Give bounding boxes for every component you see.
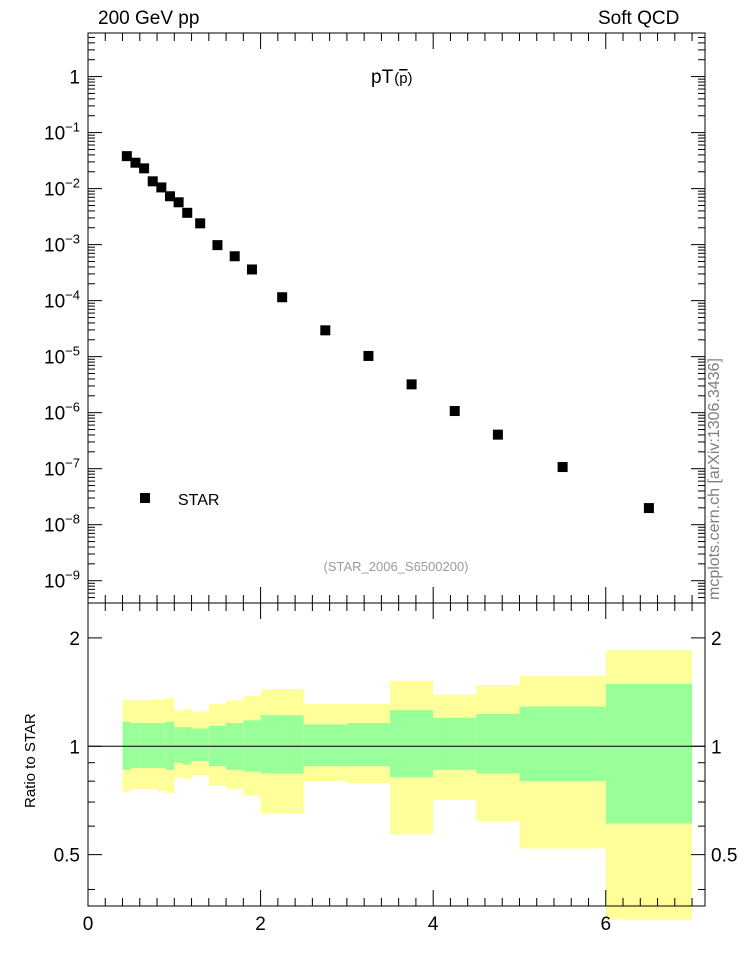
- main-x-axis-ticks: [87, 33, 693, 603]
- plot-title: pT(p): [371, 67, 413, 88]
- data-point: [164, 191, 175, 202]
- y-tick-label-exponent: −2: [65, 176, 80, 191]
- inner-uncertainty-band: [139, 723, 149, 769]
- y-tick-label: 10−3: [44, 232, 80, 257]
- y-tick-label-exponent: −5: [65, 344, 80, 359]
- data-point: [492, 429, 503, 440]
- x-tick-label: 6: [600, 914, 611, 935]
- y-tick-label-base: 10: [44, 516, 65, 537]
- main-plot-panel: 110−110−210−310−410−510−610−710−810−9 pT…: [44, 32, 706, 604]
- y-tick-label: 10−4: [44, 288, 80, 313]
- y-tick-label: 10−2: [44, 176, 80, 201]
- data-point: [449, 406, 460, 417]
- data-point: [320, 325, 331, 336]
- ratio-y-axis-tick-labels: 0.5 0.5 1 1 2 2: [54, 629, 738, 867]
- data-point: [557, 462, 568, 473]
- inner-uncertainty-band: [476, 713, 520, 774]
- y-tick-label: 10−6: [44, 400, 80, 425]
- inner-uncertainty-band: [148, 723, 158, 769]
- y-tick-label-exponent: −8: [65, 512, 80, 527]
- ratio-plot-frame: [87, 602, 706, 907]
- y-tick-label-base: 10: [44, 124, 65, 145]
- y-tick-label-exponent: −6: [65, 400, 80, 415]
- main-y-axis-tick-labels: 110−110−210−310−410−510−610−710−810−9: [44, 68, 80, 593]
- y-tick-label: 10−7: [44, 456, 80, 481]
- data-point: [246, 264, 257, 275]
- y-tick-label-base: 10: [44, 236, 65, 257]
- x-tick-label: 4: [428, 914, 439, 935]
- inner-uncertainty-band: [157, 723, 166, 769]
- y-tick-label-base: 10: [44, 348, 65, 369]
- ratio-uncertainty-bands: [122, 650, 693, 920]
- data-point: [277, 292, 288, 303]
- title-close-paren: ): [408, 70, 413, 87]
- x-tick-label: 0: [83, 914, 94, 935]
- ratio-y-axis-title-text: Ratio to STAR: [22, 713, 39, 808]
- title-particle: p: [399, 70, 407, 87]
- star-data-points: [121, 151, 654, 514]
- legend: STAR: [140, 492, 219, 509]
- legend-label-star: STAR: [178, 492, 219, 509]
- data-point: [156, 182, 167, 193]
- data-point: [182, 207, 193, 218]
- ratio-y-tick-label-left: 2: [69, 629, 80, 650]
- data-point: [643, 503, 654, 514]
- ratio-plot-panel: 0.5 0.5 1 1 2 2 0 2 4 6: [54, 602, 738, 935]
- y-tick-label-base: 10: [44, 292, 65, 313]
- inner-uncertainty-band: [519, 706, 606, 782]
- inner-uncertainty-band: [191, 728, 209, 762]
- legend-marker-star: [140, 493, 150, 503]
- x-axis-tick-labels: 0 2 4 6: [83, 914, 611, 935]
- inner-uncertainty-band: [433, 717, 477, 770]
- y-tick-label: 1: [69, 68, 80, 89]
- ratio-y-tick-label-right: 0.5: [711, 846, 737, 867]
- data-point: [212, 240, 223, 251]
- y-tick-label-base: 10: [44, 180, 65, 201]
- data-point: [139, 163, 150, 174]
- y-tick-label: 10−9: [44, 568, 80, 593]
- ratio-y-tick-label-left: 0.5: [54, 846, 80, 867]
- y-tick-label-base: 10: [44, 460, 65, 481]
- y-tick-label-exponent: −3: [65, 232, 80, 247]
- data-point: [406, 379, 417, 390]
- main-y-axis-ticks: [88, 32, 705, 604]
- y-tick-label-exponent: −1: [65, 120, 80, 135]
- inner-uncertainty-band: [303, 724, 347, 767]
- x-tick-label: 2: [255, 914, 266, 935]
- y-tick-label: 10−1: [44, 120, 80, 145]
- energy-label: 200 GeV pp: [98, 8, 200, 29]
- process-label: Soft QCD: [598, 8, 680, 29]
- ratio-y-tick-label-right: 1: [711, 737, 722, 758]
- main-plot-frame: [87, 32, 706, 604]
- y-tick-label: 10−8: [44, 512, 80, 537]
- inner-uncertainty-band: [605, 683, 693, 824]
- data-point: [195, 218, 206, 229]
- data-point: [173, 197, 184, 208]
- y-tick-label-exponent: −4: [65, 288, 80, 303]
- ratio-y-tick-label-right: 2: [711, 629, 722, 650]
- watermark-text: mcplots.cern.ch [arXiv:1306.3436]: [706, 358, 723, 600]
- y-tick-label: 10−5: [44, 344, 80, 369]
- title-open-paren: (: [394, 70, 399, 87]
- data-point: [363, 350, 374, 361]
- inner-uncertainty-band: [131, 723, 140, 769]
- data-point: [121, 151, 132, 162]
- y-tick-label-base: 1: [69, 68, 80, 89]
- y-tick-label-base: 10: [44, 572, 65, 593]
- y-tick-label-base: 10: [44, 404, 65, 425]
- inner-uncertainty-band: [174, 727, 183, 763]
- ratio-x-axis-ticks: [87, 603, 693, 906]
- inner-uncertainty-band: [390, 710, 434, 778]
- inner-uncertainty-band: [346, 723, 391, 767]
- ratio-y-axis-ticks: [88, 637, 705, 891]
- y-tick-label-exponent: −9: [65, 568, 80, 583]
- data-point: [147, 176, 158, 187]
- y-tick-label-exponent: −7: [65, 456, 80, 471]
- inner-uncertainty-band: [260, 715, 304, 774]
- ratio-y-tick-label-left: 1: [69, 737, 80, 758]
- plot-subtitle: (STAR_2006_S6500200): [323, 559, 468, 574]
- data-point: [229, 251, 240, 262]
- data-point: [130, 157, 141, 168]
